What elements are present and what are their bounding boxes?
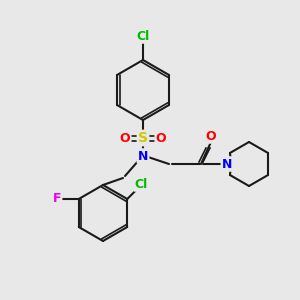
Text: O: O [120, 131, 130, 145]
Text: N: N [138, 149, 148, 163]
Text: Cl: Cl [136, 29, 150, 43]
Text: F: F [52, 193, 61, 206]
Text: O: O [206, 130, 216, 142]
Text: Cl: Cl [135, 178, 148, 190]
Text: N: N [222, 158, 232, 170]
Text: S: S [138, 131, 148, 145]
Text: O: O [156, 131, 166, 145]
